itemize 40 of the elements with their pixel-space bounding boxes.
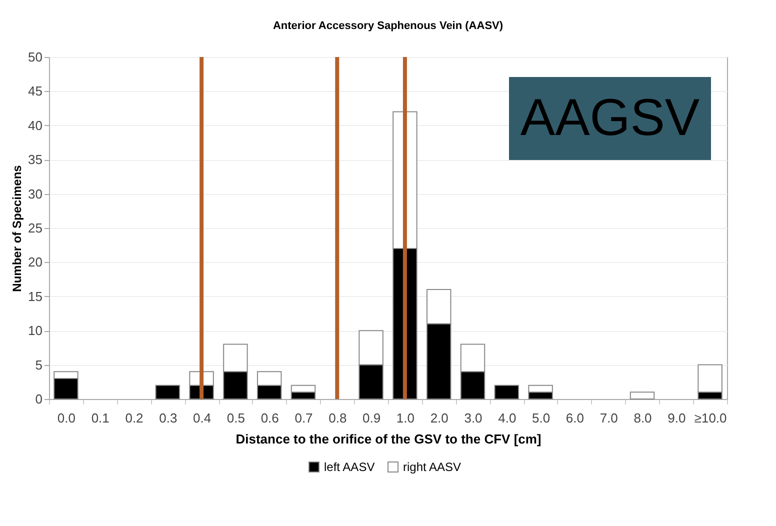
y-tick-label: 40 bbox=[28, 118, 42, 133]
chart-title: Anterior Accessory Saphenous Vein (AASV) bbox=[272, 20, 504, 32]
x-tick-label: ≥10.0 bbox=[694, 410, 727, 426]
x-tick-label: 0.9 bbox=[362, 410, 381, 426]
x-tick-label: 0.4 bbox=[193, 410, 212, 426]
y-tick-label: 35 bbox=[28, 152, 42, 168]
x-tick-label: 2.0 bbox=[430, 410, 448, 426]
y-tick-label: 10 bbox=[28, 323, 42, 338]
legend-label: right AASV bbox=[403, 460, 462, 474]
x-tick-label: 0.0 bbox=[57, 410, 76, 426]
legend-label: left AASV bbox=[324, 460, 375, 474]
x-tick-label: 3.0 bbox=[464, 410, 482, 426]
x-tick-label: 0.2 bbox=[125, 410, 144, 426]
x-axis-title: Distance to the orifice of the GSV to the CFV [cm] bbox=[236, 432, 542, 446]
y-tick-label: 0 bbox=[35, 392, 42, 406]
bar bbox=[155, 384, 180, 400]
y-tick-label: 45 bbox=[28, 84, 42, 99]
y-tick-label: 20 bbox=[28, 254, 42, 270]
x-tick-label: 0.7 bbox=[294, 410, 313, 426]
annotation: AAGSV bbox=[520, 89, 700, 147]
x-tick-label: 0.6 bbox=[260, 410, 279, 426]
x-tick-label: 5.0 bbox=[532, 410, 550, 426]
y-tick-label: 30 bbox=[28, 186, 42, 202]
x-tick-label: 0.1 bbox=[91, 410, 110, 426]
x-tick-label: 0.5 bbox=[226, 410, 245, 426]
y-tick-label: 5 bbox=[35, 357, 42, 372]
x-tick-label: 9.0 bbox=[668, 410, 686, 426]
y-tick-label: 15 bbox=[28, 288, 42, 304]
bar bbox=[630, 392, 655, 400]
bar bbox=[494, 384, 520, 400]
x-tick-label: 8.0 bbox=[634, 410, 652, 426]
x-tick-label: 6.0 bbox=[566, 410, 584, 426]
x-tick-label: 0.3 bbox=[159, 410, 178, 426]
x-tick-label: 0.8 bbox=[328, 410, 347, 426]
x-tick-label: 4.0 bbox=[498, 410, 516, 426]
y-axis-title: Number of Specimens bbox=[10, 164, 24, 292]
x-tick-label: 7.0 bbox=[600, 410, 618, 426]
y-tick-label: 50 bbox=[28, 50, 42, 64]
y-tick-label: 25 bbox=[28, 220, 42, 236]
x-tick-label: 1.0 bbox=[396, 410, 414, 426]
